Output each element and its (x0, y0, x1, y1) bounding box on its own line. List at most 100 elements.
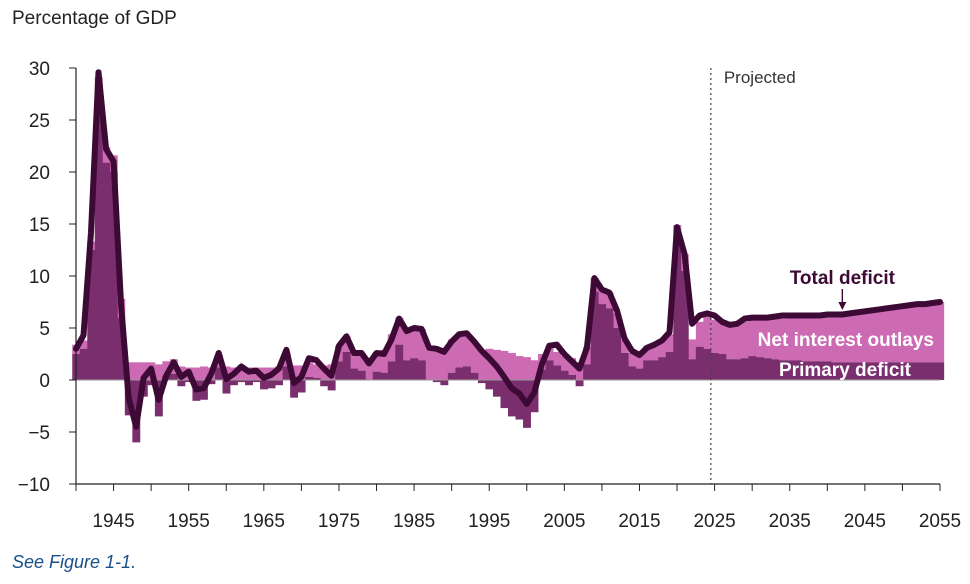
primary-deficit-bar (282, 366, 291, 380)
net-interest-bar (710, 319, 719, 353)
primary-deficit-bar (568, 374, 577, 380)
net-interest-bar (132, 362, 141, 380)
net-interest-bar (432, 348, 441, 380)
net-interest-bar (199, 366, 208, 380)
net-interest-bar (823, 315, 832, 362)
primary-deficit-bar (703, 348, 712, 380)
net-interest-bar (898, 307, 907, 363)
primary-deficit-bar (342, 351, 351, 380)
x-tick-label: 1985 (393, 511, 435, 532)
primary-deficit-bar (936, 362, 945, 380)
x-tick-label: 2035 (769, 511, 811, 532)
primary-deficit-bar (267, 380, 276, 389)
primary-deficit-bar (605, 308, 614, 380)
primary-deficit-bar (214, 367, 223, 380)
primary-deficit-bar (740, 358, 749, 380)
primary-deficit-bar (748, 356, 757, 380)
primary-deficit-bar (801, 361, 809, 380)
primary-deficit-bar (643, 360, 652, 380)
net-interest-bar (275, 366, 284, 380)
net-interest-bar (462, 334, 471, 367)
x-tick-label: 1975 (318, 511, 360, 532)
x-tick-marks (75, 484, 941, 491)
net-interest-bar (635, 355, 644, 369)
primary-deficit-bar (440, 380, 449, 386)
y-tick-label: 20 (29, 163, 50, 184)
net-interest-bar (357, 354, 366, 371)
x-tick-label: 1965 (243, 511, 285, 532)
primary-deficit-bar (117, 317, 126, 380)
net-interest-bar (801, 316, 809, 362)
primary-deficit-bar (770, 359, 779, 380)
y-tick-label: 25 (29, 111, 50, 132)
primary-deficit-bar (410, 358, 419, 380)
primary-deficit-bar (868, 362, 877, 380)
primary-deficit-bar (230, 380, 238, 386)
x-tick-label: 1945 (92, 511, 134, 532)
series-label-primary-deficit: Primary deficit (779, 360, 912, 381)
primary-deficit-bar (823, 361, 832, 380)
net-interest-bar (417, 329, 426, 361)
net-interest-bar (342, 336, 351, 352)
primary-deficit-bar (387, 361, 396, 380)
primary-deficit-bar (861, 362, 870, 380)
net-interest-bar (402, 330, 411, 361)
primary-deficit-bar (560, 370, 569, 380)
net-interest-bar (921, 304, 930, 363)
net-interest-bar (553, 351, 561, 366)
primary-deficit-bar (335, 361, 344, 380)
net-interest-bar (868, 311, 877, 363)
primary-deficit-bar (402, 360, 411, 380)
primary-deficit-bar (177, 380, 186, 387)
net-interest-bar (928, 303, 937, 363)
net-interest-bar (808, 316, 817, 362)
primary-deficit-bar (492, 380, 501, 397)
primary-deficit-bar (395, 344, 404, 380)
net-interest-bar (523, 357, 531, 380)
net-interest-bar (350, 352, 359, 369)
primary-deficit-bar (350, 368, 359, 380)
primary-deficit-bar (184, 380, 193, 383)
x-tick-labels: 1945 1955 1965 1975 1985 1995 2005 2015 2025 2035… (92, 511, 961, 532)
series-label-total-deficit: Total deficit (790, 268, 896, 289)
total-deficit-pointer-arrowhead (838, 302, 847, 310)
primary-deficit-bar (432, 380, 441, 383)
x-tick-label: 2025 (693, 511, 735, 532)
primary-deficit-bar (455, 367, 464, 380)
primary-deficit-bar (583, 364, 592, 380)
net-interest-bar (192, 367, 201, 380)
primary-deficit-bar (237, 380, 246, 383)
net-interest-bar (387, 334, 396, 362)
net-interest-bar (846, 314, 854, 363)
primary-deficit-bar (447, 372, 456, 380)
net-interest-bar (365, 362, 374, 380)
projected-label: Projected (724, 68, 796, 87)
primary-deficit-bar (515, 380, 524, 420)
net-interest-bar (515, 356, 524, 380)
primary-deficit-bar (305, 376, 314, 380)
net-interest-bar (831, 315, 839, 363)
net-interest-bar (861, 312, 870, 363)
primary-deficit-bar (816, 361, 824, 380)
y-tick-label: 15 (29, 215, 50, 236)
primary-deficit-bar (417, 360, 426, 380)
net-interest-bar (913, 305, 922, 363)
net-interest-bar (740, 321, 749, 359)
primary-deficit-bar (680, 270, 689, 380)
primary-deficit-bar (695, 346, 704, 380)
primary-deficit-bar (778, 360, 787, 380)
primary-deficit-bar (252, 380, 261, 383)
net-interest-bar (688, 339, 697, 360)
primary-deficit-bar (357, 370, 366, 380)
primary-deficit-bar (733, 359, 742, 380)
primary-deficit-bar (470, 372, 479, 380)
net-interest-bar (785, 317, 794, 361)
net-interest-bar (853, 313, 862, 363)
y-tick-label: 0 (39, 371, 50, 392)
net-interest-bar (425, 348, 434, 380)
net-interest-bar (725, 324, 734, 360)
net-interest-bar (410, 326, 419, 359)
net-interest-bar (440, 347, 449, 380)
primary-deficit-bar (755, 357, 764, 380)
net-interest-bar (620, 339, 629, 353)
